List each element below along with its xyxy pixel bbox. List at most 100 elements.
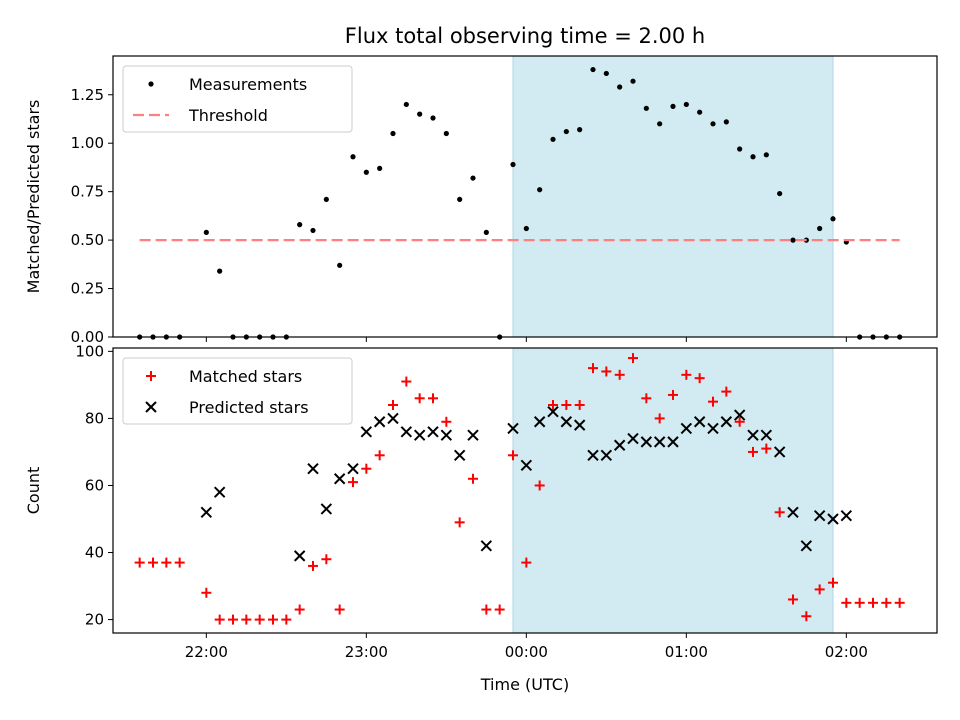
data-point (761, 443, 772, 454)
axes-frame (112, 347, 938, 634)
marker-stroke (573, 419, 586, 431)
y-axis-label: Count (24, 467, 43, 515)
data-point (777, 190, 783, 197)
data-point (241, 614, 252, 625)
marker-stroke (467, 429, 479, 441)
data-point (310, 227, 316, 234)
data-point (790, 237, 796, 243)
legend-label: Matched stars (189, 367, 302, 386)
marker-stroke (547, 405, 559, 418)
data-point (268, 614, 278, 625)
data-point (733, 409, 746, 421)
data-point (350, 154, 356, 160)
y-tick-label: 1.00 (71, 134, 104, 152)
data-point (308, 560, 318, 571)
data-point (297, 222, 303, 228)
data-point (201, 587, 212, 598)
legend-label: Threshold (188, 106, 268, 125)
data-point (801, 611, 812, 622)
data-point (813, 509, 826, 522)
data-point (441, 416, 452, 427)
data-point (577, 127, 583, 133)
data-point (361, 463, 372, 474)
marker-stroke (333, 473, 346, 485)
data-point (347, 462, 359, 475)
data-point (293, 550, 306, 562)
data-point (697, 109, 703, 115)
data-point (428, 393, 438, 404)
legend-marker (148, 81, 154, 87)
legend-marker (146, 371, 156, 381)
marker-stroke (800, 540, 813, 552)
data-point (708, 396, 718, 407)
data-point (574, 400, 585, 410)
data-point (601, 366, 612, 377)
data-point (281, 614, 292, 625)
data-point (321, 554, 332, 565)
data-point (654, 413, 665, 424)
marker-stroke (787, 506, 799, 519)
data-point (737, 146, 743, 152)
data-point (400, 426, 413, 438)
data-point (388, 400, 398, 410)
data-point (521, 557, 532, 568)
data-point (630, 78, 636, 84)
data-point (681, 369, 692, 380)
data-point (657, 121, 663, 127)
data-point (427, 426, 439, 438)
data-point (161, 557, 172, 568)
data-point (723, 119, 729, 125)
marker-stroke (680, 422, 693, 435)
marker-stroke (520, 459, 533, 472)
data-point (537, 187, 543, 193)
data-point (443, 130, 449, 137)
y-axis-label: Matched/Predicted stars (24, 100, 43, 294)
data-point (413, 429, 426, 441)
data-point (788, 594, 798, 605)
data-point (217, 268, 223, 274)
data-point (401, 376, 412, 387)
data-point (628, 353, 638, 364)
data-point (307, 462, 319, 475)
marker-stroke (400, 426, 413, 438)
data-point (333, 473, 346, 485)
data-point (588, 363, 598, 374)
data-point (387, 412, 399, 425)
data-point (561, 400, 572, 410)
data-point (494, 604, 505, 615)
x-tick-label: 00:00 (505, 643, 548, 661)
data-point (590, 66, 596, 73)
data-point (480, 540, 493, 552)
marker-stroke (373, 416, 386, 428)
data-point (613, 439, 626, 451)
chart-title: Flux total observing time = 2.00 h (345, 24, 705, 48)
legend: Measurements Threshold (122, 65, 353, 133)
legend-box (122, 357, 353, 425)
marker-stroke (440, 429, 453, 441)
data-point (600, 449, 613, 462)
x-tick-label: 23:00 (345, 643, 388, 661)
y-tick-label: 100 (75, 342, 104, 360)
data-point (710, 121, 716, 127)
data-point (694, 373, 705, 384)
data-point (817, 225, 823, 232)
data-point (203, 229, 209, 235)
marker-stroke (720, 416, 733, 428)
data-point (523, 225, 529, 232)
marker-stroke (733, 409, 746, 421)
data-point (641, 393, 652, 404)
marker-stroke (360, 426, 373, 438)
data-point (627, 432, 639, 445)
y-tick-label: 0.75 (71, 183, 104, 201)
y-tick-label: 20 (85, 611, 104, 629)
data-point (360, 426, 373, 438)
data-point (323, 196, 329, 203)
data-point (840, 509, 853, 522)
data-point (550, 136, 556, 142)
data-point (693, 416, 706, 428)
data-point (373, 416, 386, 428)
data-point (468, 473, 478, 484)
data-point (457, 196, 463, 203)
data-point (374, 450, 385, 461)
data-point (614, 369, 625, 380)
